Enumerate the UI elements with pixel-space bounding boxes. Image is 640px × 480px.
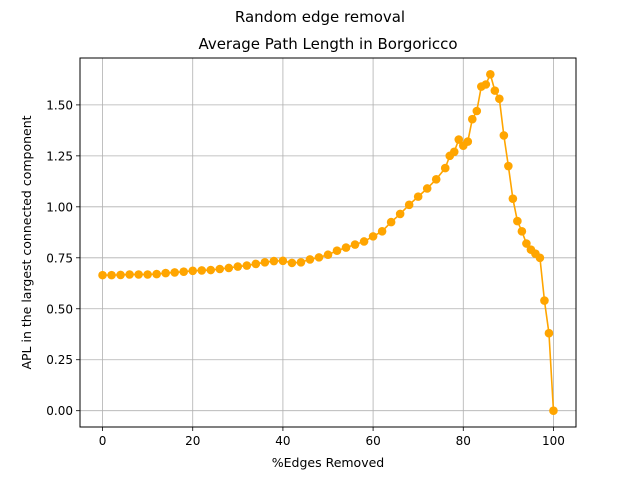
data-point-marker bbox=[463, 137, 473, 146]
data-point-marker bbox=[152, 269, 161, 279]
data-point-marker bbox=[332, 246, 342, 255]
data-point-marker bbox=[206, 265, 216, 275]
data-point-marker bbox=[125, 270, 134, 279]
data-point-marker bbox=[535, 253, 545, 263]
data-point-marker bbox=[296, 257, 306, 267]
data-point-marker bbox=[197, 266, 207, 275]
data-point-marker bbox=[508, 194, 518, 203]
data-point-marker bbox=[413, 192, 423, 201]
x-tick-label: 20 bbox=[185, 434, 200, 448]
grid-lines bbox=[80, 58, 576, 427]
data-point-marker bbox=[386, 217, 396, 227]
data-point-marker bbox=[549, 406, 558, 415]
data-point-marker bbox=[449, 147, 459, 157]
data-point-marker bbox=[350, 240, 360, 249]
x-axis-ticks: 0 20 40 60 80 100 bbox=[99, 427, 565, 448]
chart-title: Average Path Length in Borgoricco bbox=[198, 35, 457, 53]
y-axis-ticks: 0.00 0.25 0.50 0.75 1.00 1.25 1.50 bbox=[46, 98, 80, 418]
x-tick-label: 80 bbox=[456, 434, 471, 448]
data-point-marker bbox=[395, 209, 405, 219]
data-point-marker bbox=[368, 232, 378, 241]
data-point-marker bbox=[517, 226, 527, 236]
y-tick-label: 0.25 bbox=[46, 353, 73, 367]
data-point-marker bbox=[179, 267, 189, 276]
data-point-marker bbox=[305, 255, 315, 264]
data-point-marker bbox=[143, 270, 152, 279]
data-point-marker bbox=[422, 184, 432, 193]
y-tick-label: 1.25 bbox=[46, 149, 73, 163]
series-layer bbox=[98, 70, 558, 415]
data-point-marker bbox=[233, 262, 243, 271]
data-point-marker bbox=[490, 86, 500, 95]
data-point-marker bbox=[540, 296, 549, 305]
data-point-marker bbox=[467, 114, 477, 124]
data-point-marker bbox=[134, 270, 143, 279]
y-tick-label: 1.50 bbox=[46, 98, 73, 112]
data-point-marker bbox=[251, 259, 261, 269]
data-point-marker bbox=[188, 266, 198, 276]
data-point-marker bbox=[499, 131, 509, 140]
data-point-marker bbox=[440, 163, 450, 173]
data-point-marker bbox=[224, 263, 234, 273]
y-tick-label: 0.50 bbox=[46, 302, 73, 316]
data-point-marker bbox=[377, 226, 387, 236]
plot-area-frame bbox=[79, 57, 577, 428]
data-point-marker bbox=[504, 161, 513, 171]
x-tick-label: 40 bbox=[275, 434, 290, 448]
data-point-marker bbox=[495, 94, 504, 104]
data-point-marker bbox=[454, 135, 464, 144]
x-tick-label: 0 bbox=[99, 434, 107, 448]
data-point-marker bbox=[323, 250, 333, 260]
x-tick-label: 100 bbox=[542, 434, 565, 448]
y-tick-label: 1.00 bbox=[46, 200, 73, 214]
data-point-marker bbox=[170, 268, 179, 277]
data-point-marker bbox=[215, 264, 225, 274]
data-point-marker bbox=[116, 270, 125, 280]
data-point-marker bbox=[107, 270, 116, 280]
data-point-marker bbox=[269, 256, 279, 266]
data-point-marker bbox=[260, 257, 270, 267]
data-point-marker bbox=[522, 239, 531, 248]
figure-suptitle: Random edge removal bbox=[235, 8, 405, 26]
x-tick-label: 60 bbox=[365, 434, 380, 448]
data-point-marker bbox=[341, 243, 351, 252]
x-axis-label: %Edges Removed bbox=[272, 455, 384, 470]
data-point-marker bbox=[544, 328, 554, 338]
data-point-marker bbox=[513, 216, 522, 226]
data-point-marker bbox=[161, 268, 170, 278]
y-tick-label: 0.75 bbox=[46, 251, 73, 265]
y-axis-label: APL in the largest connected component bbox=[19, 115, 34, 369]
data-point-marker bbox=[431, 175, 441, 184]
data-point-marker bbox=[287, 258, 297, 268]
data-point-marker bbox=[404, 200, 414, 210]
data-point-marker bbox=[98, 270, 107, 280]
data-point-marker bbox=[472, 106, 482, 116]
data-point-marker bbox=[486, 70, 495, 79]
data-point-marker bbox=[278, 256, 288, 266]
data-point-marker bbox=[359, 237, 369, 246]
data-point-marker bbox=[242, 261, 252, 270]
y-tick-label: 0.00 bbox=[46, 404, 73, 418]
data-point-marker bbox=[314, 253, 324, 262]
data-point-marker bbox=[481, 80, 491, 89]
